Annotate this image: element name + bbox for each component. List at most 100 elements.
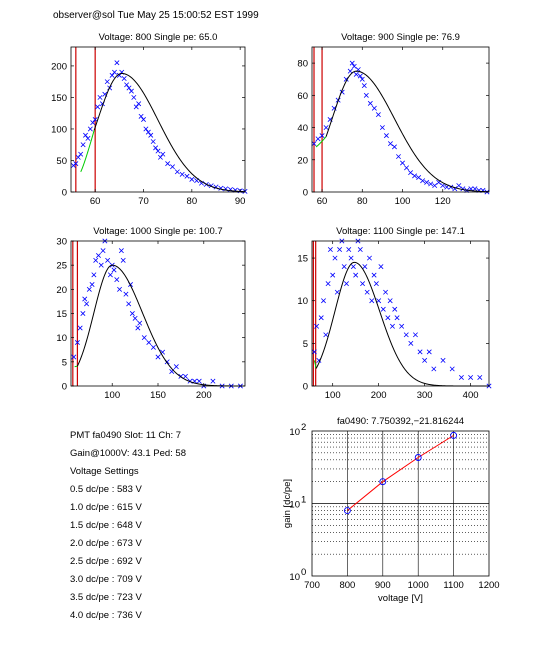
data-point bbox=[121, 76, 127, 82]
low-fit-curve bbox=[80, 129, 95, 173]
y-tick-label: 80 bbox=[297, 59, 308, 70]
data-point bbox=[199, 180, 204, 186]
data-point bbox=[87, 126, 93, 132]
data-point bbox=[440, 357, 446, 363]
data-point bbox=[174, 169, 180, 175]
y-axis-label: gain [dc/pe] bbox=[282, 479, 293, 528]
axes-frame bbox=[311, 430, 490, 577]
data-point bbox=[146, 340, 152, 345]
y-tick-label: 200 bbox=[51, 61, 67, 72]
data-point bbox=[165, 161, 171, 167]
data-point bbox=[141, 335, 147, 341]
data-point bbox=[432, 183, 438, 189]
data-point bbox=[145, 129, 151, 135]
data-point bbox=[357, 247, 363, 253]
data-point bbox=[95, 104, 101, 110]
y-tick-label: 10 bbox=[289, 500, 300, 511]
setting-item: 1.0 dc/pe : 615 V bbox=[70, 502, 142, 513]
gain-fit-line bbox=[347, 434, 454, 511]
setting-item: 2.5 dc/pe : 692 V bbox=[70, 556, 142, 567]
data-point bbox=[311, 141, 317, 147]
data-point bbox=[360, 281, 366, 287]
data-point bbox=[371, 272, 377, 278]
data-point bbox=[367, 100, 373, 106]
data-point bbox=[138, 113, 144, 119]
x-tick-label: 200 bbox=[196, 390, 212, 401]
gain-point bbox=[343, 507, 351, 514]
data-point bbox=[364, 289, 370, 295]
data-point bbox=[131, 94, 137, 100]
chart-title: Voltage: 900 Single pe: 76.9 bbox=[341, 32, 460, 43]
x-tick-label: 1200 bbox=[478, 580, 499, 591]
setting-item: 0.5 dc/pe : 583 V bbox=[70, 484, 142, 495]
data-point bbox=[105, 257, 111, 263]
data-point bbox=[348, 255, 354, 261]
data-point bbox=[196, 378, 202, 384]
x-tick-label: 1100 bbox=[443, 580, 463, 591]
x-tick-label: 70 bbox=[138, 196, 149, 207]
data-point bbox=[449, 366, 455, 372]
data-point bbox=[80, 311, 86, 316]
data-point bbox=[399, 323, 405, 329]
chart-title: fa0490: 7.750392,−21.816244 bbox=[337, 416, 464, 427]
data-point bbox=[362, 264, 368, 270]
data-point bbox=[347, 68, 353, 74]
y-tick-label: 0 bbox=[303, 188, 308, 199]
data-point bbox=[179, 171, 185, 177]
data-point bbox=[109, 72, 115, 78]
data-point bbox=[440, 183, 446, 189]
y-tick-label: 0 bbox=[62, 382, 67, 393]
y-tick-label: 10 bbox=[56, 333, 67, 344]
gain-info: Gain@1000V: 43.1 Ped: 58 bbox=[70, 448, 186, 459]
y-tick-label: 5 bbox=[303, 339, 308, 350]
data-point bbox=[408, 340, 414, 346]
data-point bbox=[334, 289, 340, 295]
data-point bbox=[148, 132, 154, 138]
data-point bbox=[363, 92, 369, 98]
data-point bbox=[314, 323, 320, 329]
data-point bbox=[112, 69, 117, 75]
data-point bbox=[97, 94, 103, 100]
data-point bbox=[155, 354, 161, 360]
y-tick-label: 20 bbox=[56, 285, 67, 296]
fit-curve bbox=[93, 72, 246, 193]
y-tick-exponent: 0 bbox=[301, 567, 306, 578]
axes-frame bbox=[70, 46, 246, 193]
data-point bbox=[327, 247, 333, 253]
chart-1: Voltage: 800 Single pe: 65.0 60 70 80 90 0 50 1… bbox=[51, 32, 248, 207]
data-point bbox=[150, 344, 156, 350]
data-point bbox=[380, 306, 386, 312]
data-point bbox=[85, 135, 91, 141]
data-point bbox=[389, 323, 395, 329]
y-tick-label: 100 bbox=[51, 124, 67, 135]
x-tick-label: 200 bbox=[371, 390, 387, 401]
y-tick-label: 15 bbox=[297, 254, 308, 265]
data-point bbox=[394, 315, 400, 321]
chart-title: Voltage: 1100 Single pe: 147.1 bbox=[336, 226, 465, 237]
data-point bbox=[107, 272, 113, 278]
x-axis-label: voltage [V] bbox=[378, 593, 423, 604]
data-point bbox=[118, 248, 124, 254]
data-point bbox=[408, 170, 414, 176]
x-tick-label: 80 bbox=[187, 196, 198, 207]
x-tick-label: 90 bbox=[235, 196, 246, 207]
x-tick-label: 80 bbox=[357, 196, 368, 207]
data-point bbox=[132, 315, 138, 321]
data-point bbox=[93, 257, 99, 263]
data-point bbox=[472, 186, 478, 192]
data-point bbox=[468, 374, 474, 380]
y-tick-label: 20 bbox=[297, 155, 308, 166]
data-point bbox=[78, 151, 84, 157]
data-point bbox=[371, 105, 377, 111]
y-tick-label: 40 bbox=[297, 123, 308, 134]
chart-3: Voltage: 1000 Single pe: 100.7 100 150 200 0… bbox=[56, 226, 246, 401]
gain-point bbox=[450, 431, 458, 439]
fit-curve bbox=[315, 261, 489, 387]
data-point bbox=[82, 296, 88, 302]
data-point bbox=[315, 136, 321, 142]
data-point bbox=[400, 160, 405, 166]
setting-item: 4.0 dc/pe : 736 V bbox=[70, 610, 142, 621]
data-point bbox=[74, 340, 80, 345]
data-point bbox=[351, 63, 357, 69]
